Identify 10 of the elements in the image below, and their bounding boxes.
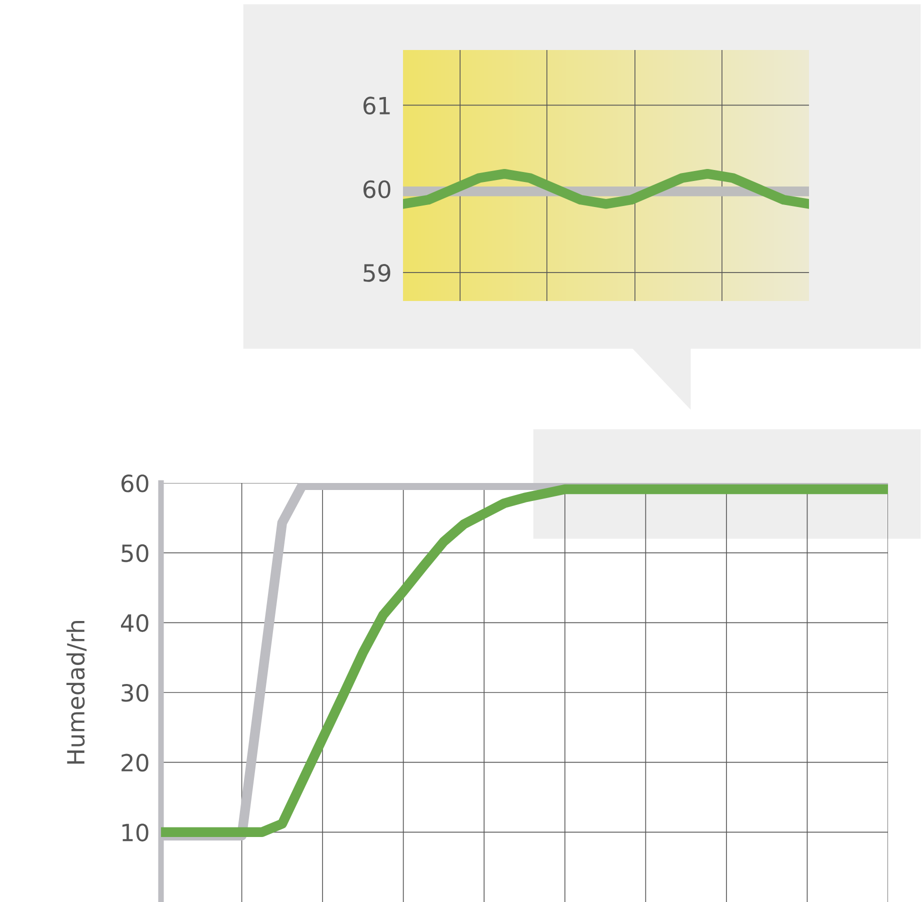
y-tick-label: 61 [363,96,390,115]
y-tick-label: 10 [122,824,148,842]
y-tick-label: 60 [363,180,390,198]
y-tick-label: 59 [364,264,390,282]
y-axis-title: Humedad/rh [66,621,87,764]
y-tick-label: 30 [122,684,148,702]
y-tick-label: 60 [121,474,148,492]
y-tick-label: 40 [121,614,148,632]
y-tick-label: 20 [122,754,148,772]
y-tick-label: 50 [122,544,148,562]
